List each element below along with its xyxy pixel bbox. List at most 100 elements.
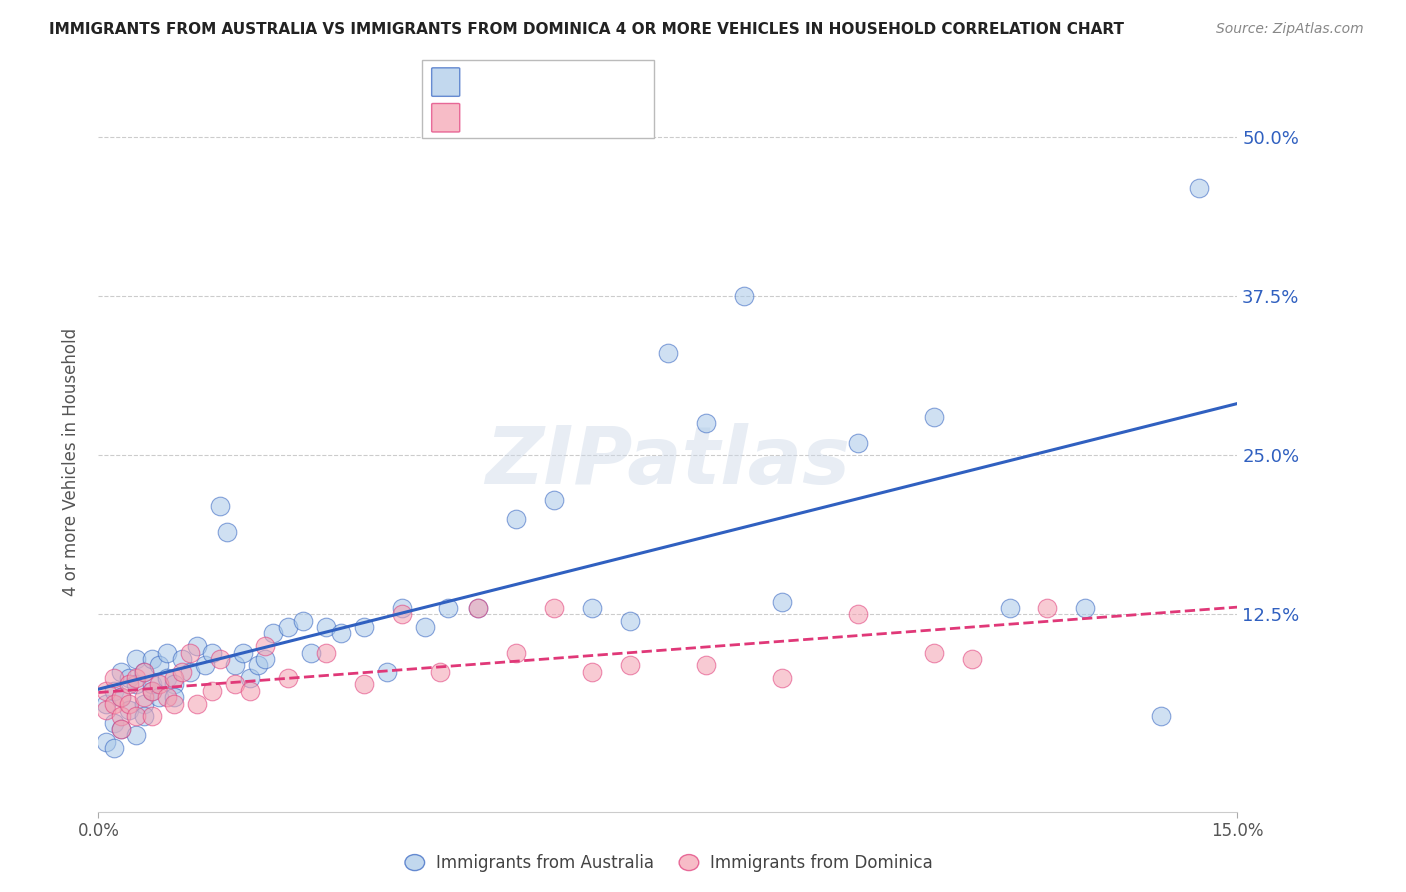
Point bbox=[201, 646, 224, 660]
Point bbox=[179, 646, 201, 660]
Point bbox=[254, 639, 277, 653]
Point bbox=[125, 677, 148, 691]
Point bbox=[132, 665, 155, 679]
Point bbox=[163, 697, 186, 711]
Point bbox=[770, 594, 793, 608]
Point bbox=[413, 620, 436, 634]
Point bbox=[170, 665, 193, 679]
Point bbox=[132, 709, 155, 723]
Point bbox=[733, 289, 755, 303]
Point bbox=[695, 417, 717, 431]
Point bbox=[118, 677, 141, 691]
Point bbox=[186, 639, 208, 653]
Point bbox=[299, 646, 322, 660]
Point bbox=[695, 658, 717, 673]
Point bbox=[581, 601, 603, 615]
Point bbox=[110, 722, 132, 736]
Point bbox=[201, 683, 224, 698]
Point bbox=[125, 671, 148, 685]
Point bbox=[125, 652, 148, 666]
Point bbox=[125, 709, 148, 723]
Point bbox=[619, 614, 641, 628]
Point bbox=[922, 646, 945, 660]
Point bbox=[543, 601, 565, 615]
Point bbox=[94, 703, 117, 717]
Point bbox=[246, 658, 269, 673]
Point bbox=[505, 646, 527, 660]
Point bbox=[132, 697, 155, 711]
Text: Immigrants from Australia: Immigrants from Australia bbox=[436, 854, 654, 871]
Point bbox=[277, 671, 299, 685]
Point bbox=[224, 658, 246, 673]
Point bbox=[94, 735, 117, 749]
Point bbox=[94, 697, 117, 711]
Point bbox=[156, 690, 179, 705]
Point bbox=[467, 601, 489, 615]
Point bbox=[103, 671, 125, 685]
Point bbox=[543, 492, 565, 507]
Point bbox=[315, 646, 337, 660]
Point bbox=[998, 601, 1021, 615]
Point bbox=[194, 658, 217, 673]
Point bbox=[132, 665, 155, 679]
Point bbox=[1074, 601, 1097, 615]
Point bbox=[277, 620, 299, 634]
Point bbox=[375, 665, 398, 679]
Point bbox=[224, 677, 246, 691]
Point bbox=[118, 671, 141, 685]
Point bbox=[163, 690, 186, 705]
Text: Immigrants from Dominica: Immigrants from Dominica bbox=[710, 854, 932, 871]
Text: ZIPatlas: ZIPatlas bbox=[485, 423, 851, 500]
Point bbox=[505, 512, 527, 526]
Point bbox=[156, 646, 179, 660]
Point bbox=[179, 665, 201, 679]
Point bbox=[254, 652, 277, 666]
Point bbox=[103, 697, 125, 711]
Point bbox=[103, 715, 125, 730]
Point bbox=[163, 671, 186, 685]
Point bbox=[239, 683, 262, 698]
Point bbox=[118, 703, 141, 717]
Y-axis label: 4 or more Vehicles in Household: 4 or more Vehicles in Household bbox=[62, 327, 80, 596]
Point bbox=[110, 722, 132, 736]
Text: R = 0.255    N = 43: R = 0.255 N = 43 bbox=[467, 109, 644, 127]
Point bbox=[170, 652, 193, 666]
Point bbox=[657, 346, 679, 360]
Point bbox=[846, 435, 869, 450]
Point bbox=[186, 697, 208, 711]
Point bbox=[208, 652, 231, 666]
Point bbox=[353, 620, 375, 634]
Point bbox=[141, 683, 163, 698]
Point bbox=[110, 709, 132, 723]
Point bbox=[1150, 709, 1173, 723]
Point bbox=[391, 607, 413, 622]
Point bbox=[141, 677, 163, 691]
Point bbox=[163, 677, 186, 691]
Point bbox=[846, 607, 869, 622]
Point bbox=[262, 626, 284, 640]
Point bbox=[94, 683, 117, 698]
Text: IMMIGRANTS FROM AUSTRALIA VS IMMIGRANTS FROM DOMINICA 4 OR MORE VEHICLES IN HOUS: IMMIGRANTS FROM AUSTRALIA VS IMMIGRANTS … bbox=[49, 22, 1125, 37]
Point bbox=[1036, 601, 1059, 615]
Point bbox=[922, 410, 945, 425]
Point bbox=[429, 665, 451, 679]
Point bbox=[208, 499, 231, 513]
Point bbox=[315, 620, 337, 634]
Point bbox=[232, 646, 254, 660]
Point bbox=[353, 677, 375, 691]
Text: Source: ZipAtlas.com: Source: ZipAtlas.com bbox=[1216, 22, 1364, 37]
Point bbox=[391, 601, 413, 615]
Point bbox=[118, 697, 141, 711]
Point bbox=[292, 614, 315, 628]
Point bbox=[467, 601, 489, 615]
Point bbox=[148, 690, 170, 705]
Point bbox=[141, 709, 163, 723]
Point bbox=[156, 671, 179, 685]
Point bbox=[581, 665, 603, 679]
Point bbox=[103, 741, 125, 756]
Point bbox=[132, 690, 155, 705]
Point bbox=[770, 671, 793, 685]
Point bbox=[436, 601, 458, 615]
Point bbox=[125, 728, 148, 742]
Point bbox=[619, 658, 641, 673]
